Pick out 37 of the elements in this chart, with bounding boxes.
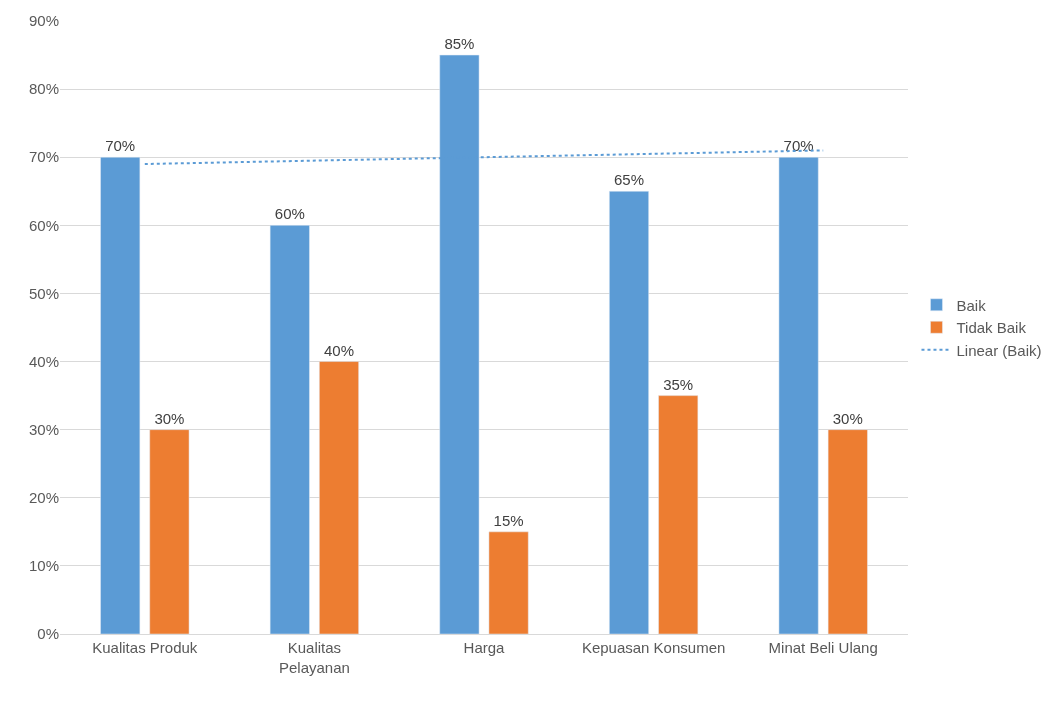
data-label: 70% [783, 137, 814, 155]
legend-label: Linear (Baik) [956, 341, 1042, 359]
y-tick-label: 0% [37, 625, 59, 643]
legend-label: Tidak Baik [956, 319, 1027, 337]
bar [778, 156, 819, 634]
x-tick-label: Minat Beli Ulang [768, 639, 878, 656]
data-label: 40% [323, 341, 355, 359]
data-label: 65% [613, 171, 645, 189]
y-tick-label: 50% [28, 284, 59, 302]
data-label: 30% [832, 409, 863, 427]
data-label: 15% [493, 511, 524, 529]
bar [827, 429, 868, 634]
y-tick-label: 40% [28, 352, 59, 370]
data-label: 35% [663, 375, 694, 393]
bar [100, 156, 141, 634]
y-tick-label: 60% [28, 216, 59, 234]
bar [609, 191, 649, 634]
bar [269, 225, 310, 634]
y-tick-label: 80% [28, 80, 59, 98]
bar [658, 395, 699, 634]
x-tick-label: Harga [463, 639, 506, 656]
bar [488, 531, 529, 634]
y-tick-label: 70% [28, 148, 59, 166]
bar [319, 361, 359, 634]
data-label: 70% [105, 137, 136, 155]
y-tick-label: 90% [28, 12, 59, 30]
y-tick-label: 10% [28, 557, 59, 575]
y-tick-label: 30% [28, 420, 59, 438]
data-label: 60% [274, 205, 305, 223]
data-label: 30% [154, 409, 185, 427]
x-tick-label: Kualitas Produk [92, 639, 198, 656]
legend-label: Baik [956, 296, 987, 314]
y-tick-label: 20% [28, 489, 59, 507]
data-label: 85% [444, 35, 475, 53]
x-tick-label: Kepuasan Konsumen [581, 639, 726, 656]
x-tick-label: Kualitas Pelayanan [278, 639, 350, 676]
bar [149, 429, 190, 634]
